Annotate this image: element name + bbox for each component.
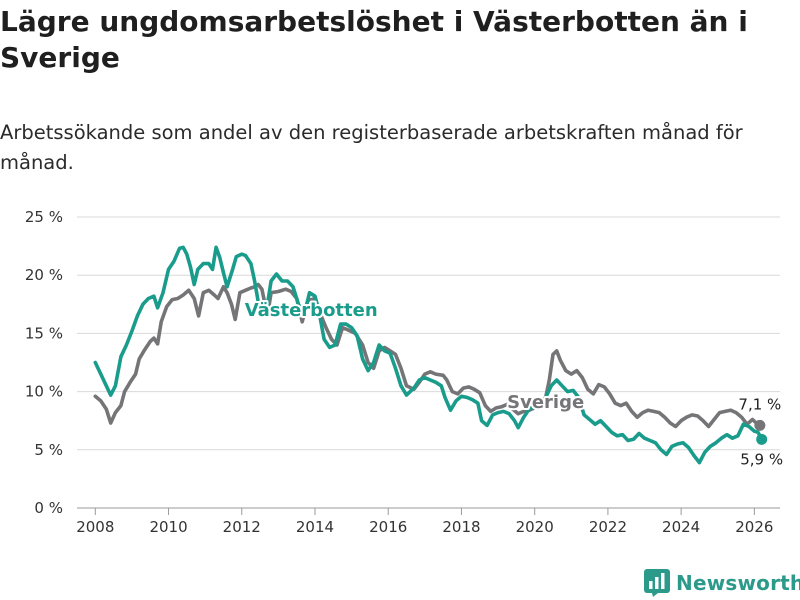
newsworthy-brand[interactable]: Newsworthy <box>644 568 800 598</box>
chart-subtitle: Arbetssökande som andel av den registerb… <box>0 121 743 174</box>
x-tick-label: 2018 <box>442 518 480 536</box>
x-tick-label: 2016 <box>369 518 407 536</box>
y-axis: 0 % 5 % 10 % 15 % 20 % 25 % <box>25 208 63 517</box>
series-line-sverige <box>93 282 762 429</box>
end-point-sverige <box>754 419 766 431</box>
series-label-sverige: Sverige <box>507 392 584 413</box>
series-line-vasterbotten <box>93 245 764 465</box>
end-point-vasterbotten <box>756 433 768 445</box>
x-tick-label: 2024 <box>662 518 700 536</box>
end-label-sverige: 7,1 % <box>738 395 781 413</box>
y-tick-label: 10 % <box>25 383 63 401</box>
x-tick-label: 2010 <box>149 518 187 536</box>
y-tick-label: 20 % <box>25 266 63 284</box>
y-tick-label: 0 % <box>34 499 63 517</box>
x-tick-label: 2026 <box>735 518 773 536</box>
y-tick-label: 25 % <box>25 208 63 226</box>
x-tick-label: 2008 <box>76 518 114 536</box>
x-tick-label: 2014 <box>296 518 334 536</box>
chart-title: Lägre ungdomsarbetslöshet i Västerbotten… <box>0 5 748 74</box>
series-label-vasterbotten: Västerbotten <box>245 300 378 321</box>
brand-name: Newsworthy <box>676 571 800 595</box>
x-tick-label: 2020 <box>516 518 554 536</box>
bar-chart-logo-icon <box>644 569 670 597</box>
x-tick-label: 2022 <box>589 518 627 536</box>
y-tick-label: 5 % <box>34 441 63 459</box>
x-tick-label: 2012 <box>223 518 261 536</box>
end-label-vasterbotten: 5,9 % <box>740 450 783 468</box>
x-axis: 2008 2010 2012 2014 2016 2018 2020 2022 2024 2026 <box>76 508 773 536</box>
grid-lines <box>77 216 780 509</box>
y-tick-label: 15 % <box>25 324 63 342</box>
series-labels: Västerbotten Sverige 7,1 % 5,9 % <box>243 298 785 470</box>
series-lines <box>93 245 768 465</box>
